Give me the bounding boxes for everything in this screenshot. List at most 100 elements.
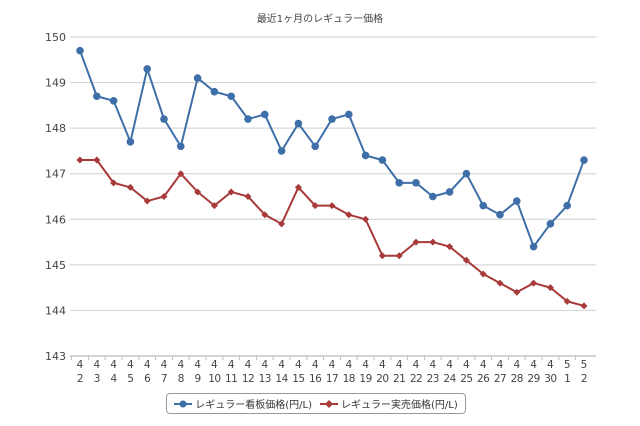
data-point	[76, 156, 84, 164]
y-tick-label: 147	[45, 168, 66, 181]
data-point	[261, 211, 269, 219]
legend: レギュラー看板価格(円/L) レギュラー実売価格(円/L)	[166, 393, 466, 414]
x-tick-label-month: 4	[211, 359, 218, 371]
data-point	[395, 179, 404, 187]
x-tick-label-month: 4	[144, 359, 151, 371]
x-tick-label-month: 4	[278, 359, 285, 371]
data-point	[328, 115, 336, 123]
x-tick-label-month: 4	[396, 359, 403, 371]
data-point	[328, 202, 336, 210]
x-tick-label-month: 4	[429, 359, 436, 371]
data-point	[530, 279, 538, 287]
data-point	[429, 238, 437, 246]
x-tick-label-month: 4	[110, 359, 117, 371]
series-line	[79, 50, 585, 249]
data-point	[479, 270, 487, 278]
x-tick-label-month: 4	[77, 359, 84, 371]
y-tick-label: 145	[45, 259, 66, 272]
x-tick-label-day: 6	[144, 373, 151, 385]
legend-marker-circle-icon	[174, 400, 193, 407]
x-tick-label-month: 4	[497, 359, 504, 371]
x-tick-label-day: 4	[111, 373, 118, 385]
data-point	[513, 288, 521, 296]
data-point	[412, 238, 420, 246]
x-tick-label-month: 4	[127, 359, 134, 371]
x-tick-label-month: 4	[446, 359, 453, 371]
x-tick-label-day: 1	[564, 373, 570, 385]
data-point	[261, 110, 269, 119]
data-point	[244, 193, 252, 200]
data-point	[311, 142, 320, 151]
x-tick-label-month: 4	[379, 359, 386, 371]
x-tick-label-month: 4	[245, 359, 252, 371]
x-tick-label-month: 4	[312, 359, 319, 371]
data-point	[378, 252, 386, 260]
y-tick-label: 150	[45, 31, 66, 44]
x-tick-label-month: 5	[564, 359, 571, 371]
x-tick-label-month: 4	[362, 359, 369, 371]
x-tick-label-month: 4	[413, 359, 420, 371]
data-point	[496, 279, 504, 287]
data-point	[126, 138, 135, 146]
data-point	[395, 252, 403, 260]
legend-item-actual[interactable]: レギュラー実売価格(円/L)	[320, 396, 458, 411]
legend-marker-diamond-icon	[320, 399, 338, 408]
x-tick-label-month: 4	[295, 359, 302, 371]
data-point	[143, 197, 151, 205]
x-tick-label-month: 4	[93, 359, 100, 371]
data-point	[580, 156, 588, 164]
x-tick-label-day: 23	[427, 373, 439, 385]
data-point	[378, 156, 387, 164]
data-point	[109, 97, 118, 105]
x-tick-label-day: 3	[94, 373, 100, 385]
data-point	[294, 183, 302, 191]
data-point	[563, 297, 571, 305]
x-tick-label-month: 4	[228, 359, 235, 371]
x-tick-label-day: 11	[225, 373, 237, 385]
x-tick-label-day: 14	[275, 373, 288, 385]
data-point	[546, 284, 554, 292]
data-point	[177, 142, 185, 151]
data-point	[227, 188, 235, 196]
data-point	[445, 188, 454, 196]
y-tick-label: 148	[45, 122, 66, 135]
data-point	[462, 169, 471, 178]
data-point	[429, 192, 437, 201]
data-point	[177, 170, 185, 178]
x-tick-label-day: 19	[359, 373, 371, 385]
x-tick-label-day: 10	[208, 373, 220, 385]
data-point	[462, 256, 470, 264]
data-point	[93, 156, 101, 164]
data-point	[529, 242, 538, 251]
data-point	[513, 197, 521, 205]
x-tick-label-day: 28	[511, 373, 523, 385]
x-tick-label-day: 15	[292, 373, 304, 385]
data-point	[311, 202, 319, 210]
data-point	[278, 220, 286, 228]
x-tick-label-day: 13	[259, 373, 271, 385]
data-point	[193, 74, 202, 82]
data-point	[563, 201, 571, 210]
x-tick-label-day: 29	[527, 373, 539, 385]
legend-item-signboard[interactable]: レギュラー看板価格(円/L)	[174, 396, 312, 411]
x-tick-label-day: 18	[343, 373, 355, 385]
legend-label: レギュラー実売価格(円/L)	[341, 400, 458, 411]
x-tick-label-month: 4	[513, 359, 520, 371]
x-tick-label-day: 20	[376, 373, 388, 385]
data-point	[160, 193, 168, 200]
data-point	[126, 183, 134, 191]
data-point	[479, 201, 488, 210]
x-tick-label-day: 30	[544, 373, 556, 385]
data-point	[143, 65, 151, 73]
y-tick-label: 146	[45, 213, 66, 226]
data-point	[244, 115, 252, 123]
x-tick-label-day: 26	[477, 373, 490, 385]
data-point	[362, 215, 370, 223]
data-point	[93, 92, 101, 101]
x-tick-label-day: 9	[195, 373, 201, 385]
x-tick-label-month: 4	[161, 359, 168, 371]
x-tick-label-month: 4	[530, 359, 537, 371]
data-point	[277, 147, 286, 155]
x-tick-label-day: 16	[309, 373, 322, 385]
y-tick-label: 143	[45, 350, 66, 363]
